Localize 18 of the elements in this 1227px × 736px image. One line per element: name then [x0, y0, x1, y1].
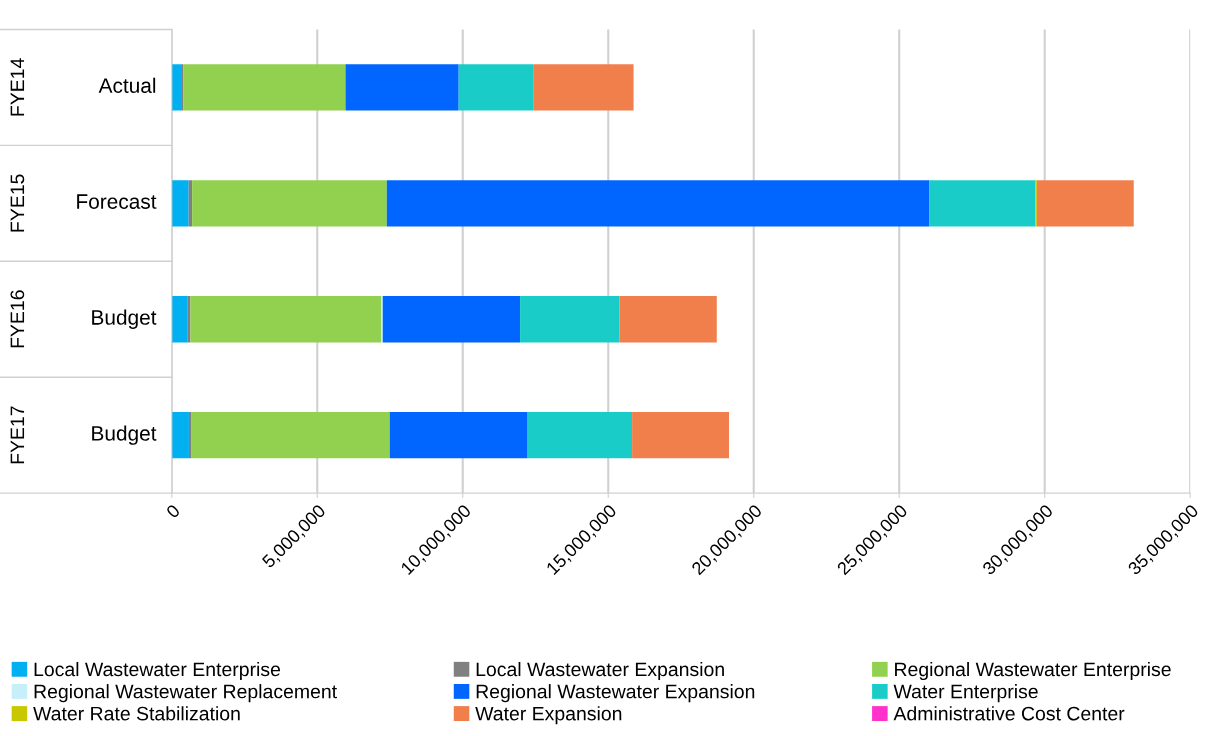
legend-label: Water Expansion [475, 706, 622, 725]
legend-label: Water Rate Stabilization [33, 706, 240, 721]
y-tick-label: Forecast [77, 194, 157, 209]
y-tick-label: Budget [92, 309, 157, 329]
legend-label: Regional Wastewater Enterprise [895, 661, 1171, 681]
y-tick-label: Actual [98, 77, 156, 93]
legend-label: Local Wastewater Enterprise [34, 661, 281, 681]
text: FYE16 [10, 290, 25, 348]
legend-label: Regional Wastewater Expansion [476, 684, 755, 703]
legend-label: Local Wastewater Expansion [476, 661, 724, 681]
legend-label: Administrative Cost Center [893, 706, 1125, 721]
x-tick-label: 0 [165, 503, 181, 519]
text: FYE14 [10, 58, 25, 116]
text: FYE15 [10, 174, 25, 232]
legend-label: Water Enterprise [893, 684, 1038, 703]
legend-label: Regional Wastewater Replacement [34, 684, 337, 703]
text: FYE17 [10, 406, 25, 464]
y-tick-label: Budget [92, 425, 157, 445]
